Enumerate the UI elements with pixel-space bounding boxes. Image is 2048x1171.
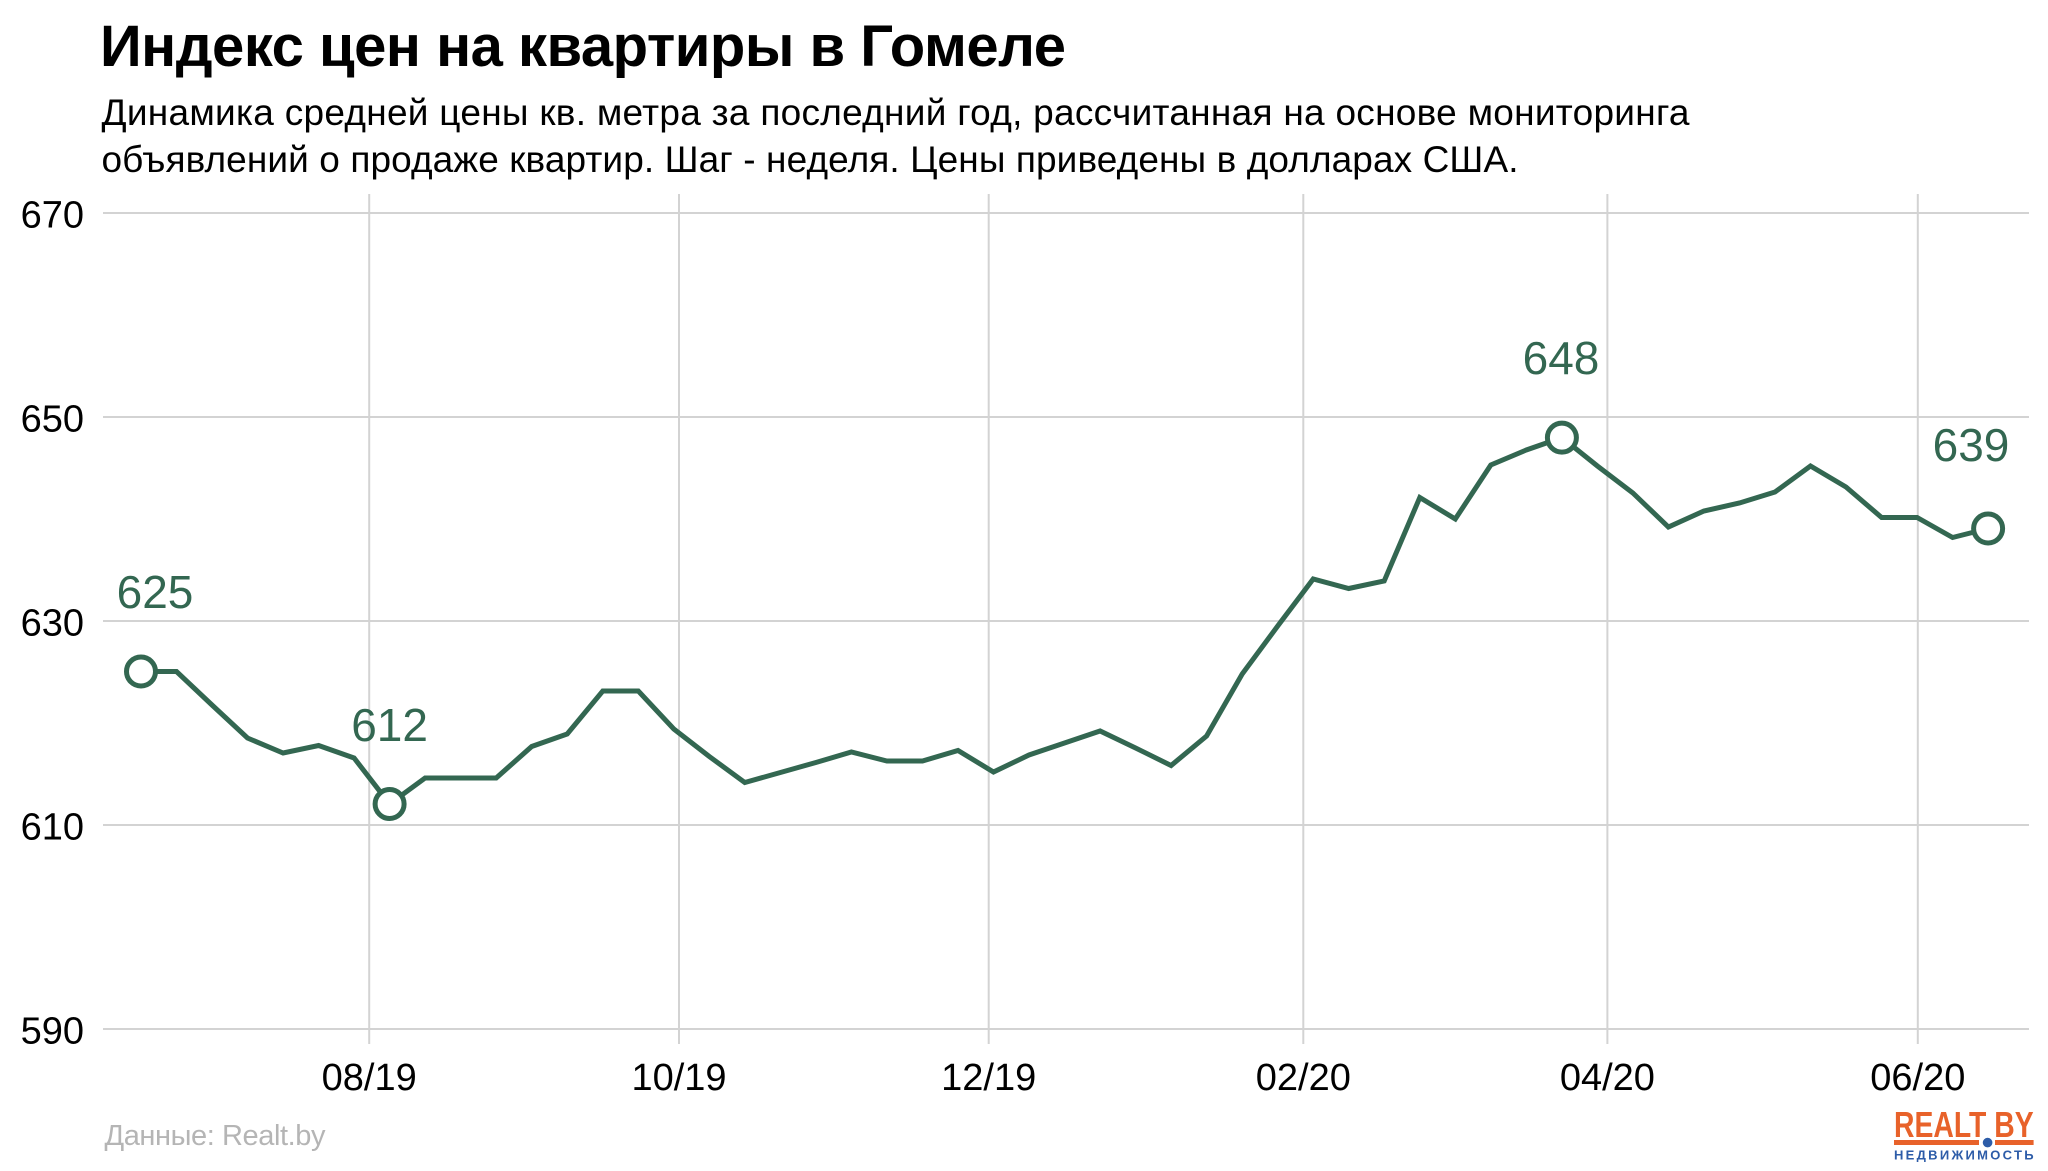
svg-text:612: 612: [351, 699, 428, 751]
svg-text:625: 625: [117, 566, 194, 618]
svg-text:639: 639: [1933, 419, 2010, 471]
svg-text:650: 650: [21, 399, 84, 441]
svg-text:Индекс цен на квартиры в Гомел: Индекс цен на квартиры в Гомеле: [100, 14, 1066, 79]
svg-text:670: 670: [21, 195, 84, 237]
svg-text:Данные: Realt.by: Данные: Realt.by: [105, 1120, 327, 1152]
svg-text:06/20: 06/20: [1870, 1057, 1965, 1099]
svg-text:648: 648: [1523, 332, 1600, 384]
svg-text:04/20: 04/20: [1560, 1057, 1655, 1099]
svg-text:02/20: 02/20: [1256, 1057, 1351, 1099]
svg-text:12/19: 12/19: [941, 1057, 1036, 1099]
svg-text:630: 630: [21, 603, 84, 645]
svg-text:REALT BY: REALT BY: [1894, 1104, 2034, 1145]
svg-text:Динамика средней цены кв. метр: Динамика средней цены кв. метра за после…: [102, 92, 1690, 133]
svg-text:объявлений о продаже квартир.: объявлений о продаже квартир. Шаг - неде…: [102, 139, 1519, 180]
svg-text:590: 590: [21, 1011, 84, 1053]
svg-text:10/19: 10/19: [631, 1057, 726, 1099]
svg-text:08/19: 08/19: [322, 1057, 417, 1099]
svg-text:610: 610: [21, 807, 84, 849]
